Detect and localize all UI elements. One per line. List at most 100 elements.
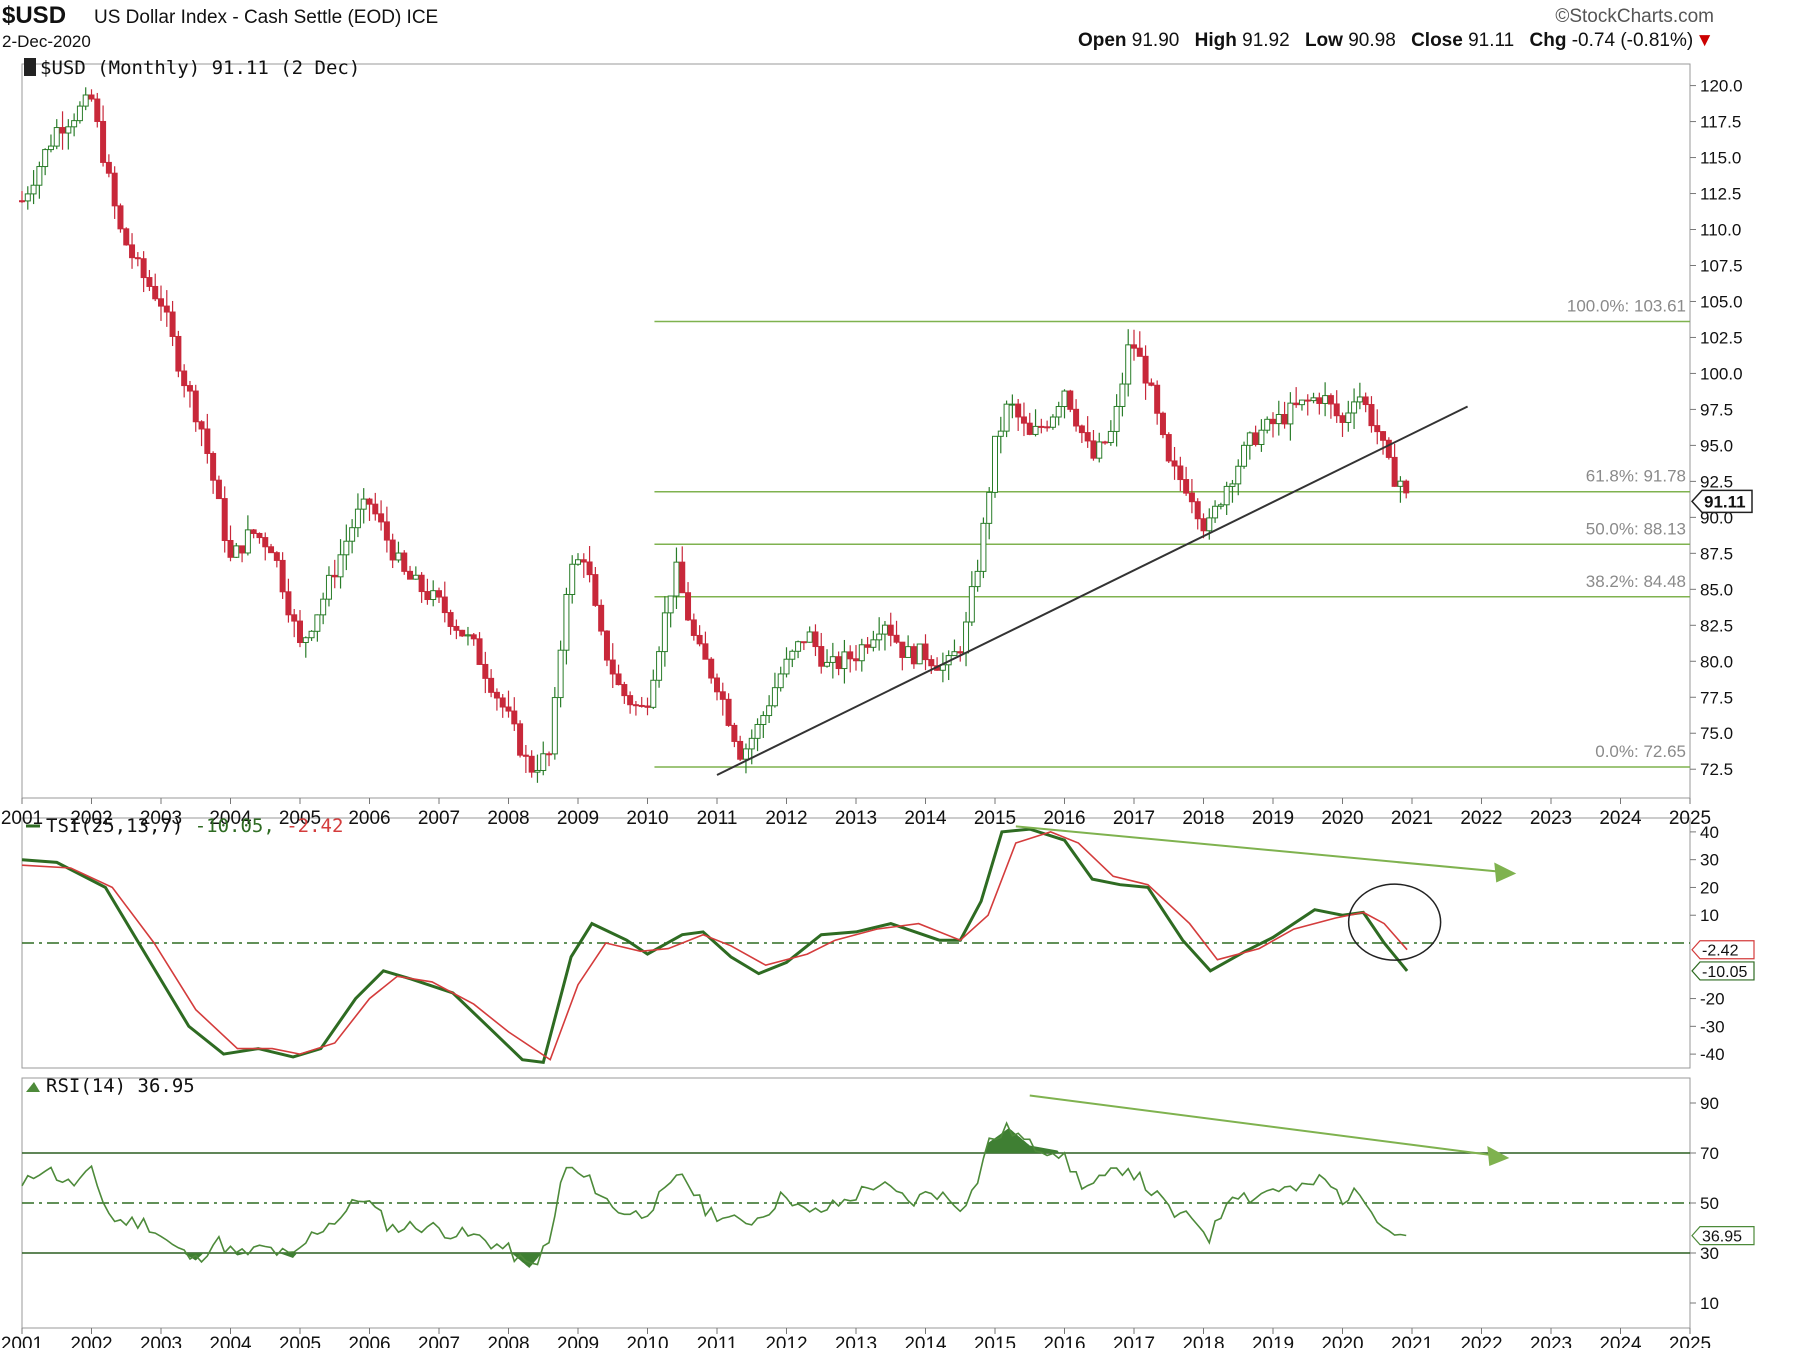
candle-body xyxy=(783,658,790,675)
candle-body xyxy=(221,498,228,542)
candle-body xyxy=(372,503,379,515)
candle-body xyxy=(418,574,425,593)
candle-body xyxy=(951,651,958,657)
candle-body xyxy=(366,498,373,505)
open-value: 91.90 xyxy=(1131,30,1180,51)
candle-body xyxy=(569,563,576,595)
brand-logo[interactable]: ©StockCharts.com xyxy=(1555,6,1714,27)
candle-body xyxy=(835,656,842,670)
tsi-highlight-circle xyxy=(1347,883,1442,961)
candle-body xyxy=(94,98,101,122)
rsi-legend-icon xyxy=(26,1082,40,1092)
candle-body xyxy=(482,663,489,679)
candle-body xyxy=(1339,415,1346,423)
fib-level-label: 100.0%: 103.61 xyxy=(1567,296,1686,315)
tsi-tick-label: 30 xyxy=(1700,851,1719,870)
price-tick-label: 77.5 xyxy=(1700,688,1733,707)
price-tick-label: 115.0 xyxy=(1700,149,1741,168)
candle-body xyxy=(30,184,37,195)
candle-body xyxy=(302,637,309,644)
candle-body xyxy=(771,687,778,707)
year-tick-label: 2007 xyxy=(418,808,460,829)
tsi-arrowhead-icon xyxy=(1494,862,1517,883)
candle-body xyxy=(24,193,31,202)
year-tick-label-bottom: 2019 xyxy=(1252,1334,1294,1348)
candle-body xyxy=(754,723,761,739)
candle-body xyxy=(1206,517,1213,532)
price-tick-label: 95.0 xyxy=(1700,436,1733,455)
candle-body xyxy=(476,638,483,665)
candle-body xyxy=(1356,396,1363,403)
year-tick-label-bottom: 2021 xyxy=(1391,1334,1433,1348)
candle-body xyxy=(627,695,634,706)
candle-body xyxy=(1136,347,1143,357)
candle-body xyxy=(1397,480,1404,487)
year-tick-label: 2018 xyxy=(1182,808,1224,829)
candle-body xyxy=(279,559,286,593)
low-label: Low xyxy=(1304,30,1343,51)
candle-body xyxy=(123,228,130,246)
candle-body xyxy=(65,126,72,134)
year-tick-label: 2013 xyxy=(835,808,877,829)
candle-body xyxy=(459,629,466,637)
candle-body xyxy=(968,586,975,623)
candle-body xyxy=(325,574,332,600)
candle-body xyxy=(563,593,570,651)
year-tick-label: 2019 xyxy=(1252,808,1294,829)
candle-body xyxy=(957,651,964,654)
candle-body xyxy=(447,612,454,627)
candle-body xyxy=(505,706,512,712)
candle-body xyxy=(1270,418,1276,425)
candle-body xyxy=(1061,390,1068,408)
year-tick-label: 2022 xyxy=(1460,808,1502,829)
candle-body xyxy=(210,452,217,481)
rsi-tick-label: 50 xyxy=(1700,1194,1719,1213)
candle-body xyxy=(1212,505,1219,519)
year-tick-label-bottom: 2024 xyxy=(1599,1334,1642,1348)
candle-body xyxy=(378,513,385,523)
candle-body xyxy=(766,705,773,717)
candle-body xyxy=(893,634,900,643)
candle-body xyxy=(1385,439,1392,458)
tsi-tick-label: 40 xyxy=(1700,823,1719,842)
candle-body xyxy=(488,677,495,693)
candle-body xyxy=(354,508,361,529)
candle-body xyxy=(1159,412,1166,436)
price-tick-label: 107.5 xyxy=(1700,256,1743,275)
year-tick-label: 2001 xyxy=(1,808,43,829)
candle-body xyxy=(1084,432,1091,442)
candle-body xyxy=(493,691,500,699)
candle-body xyxy=(117,205,124,230)
candle-body xyxy=(777,673,784,689)
candle-body xyxy=(100,120,107,163)
candle-body xyxy=(215,479,222,500)
tsi-signal-tag-value: -2.42 xyxy=(1702,943,1739,960)
year-tick-label-bottom: 2020 xyxy=(1321,1334,1363,1348)
exchange-label: ICE xyxy=(406,7,439,28)
fib-level-label: 50.0%: 88.13 xyxy=(1586,519,1686,538)
candle-body xyxy=(853,658,859,662)
candle-body xyxy=(708,658,715,679)
candle-body xyxy=(661,612,668,653)
instrument-name: US Dollar Index - Cash Settle (EOD) ICE xyxy=(94,7,438,29)
candle-body xyxy=(1304,399,1311,402)
candle-body xyxy=(273,552,280,561)
year-tick-label-bottom: 2016 xyxy=(1043,1334,1085,1348)
candle-body xyxy=(1055,406,1062,418)
tsi-tick-label: -30 xyxy=(1700,1017,1725,1036)
year-tick-label: 2021 xyxy=(1391,808,1433,829)
candle-body xyxy=(1229,483,1236,487)
year-tick-label-bottom: 2008 xyxy=(487,1334,529,1348)
candle-body xyxy=(129,244,136,259)
year-tick-label: 2014 xyxy=(904,808,947,829)
candle-body xyxy=(105,161,112,174)
candle-body xyxy=(250,529,257,534)
year-tick-label: 2009 xyxy=(557,808,599,829)
candle-body xyxy=(899,641,906,658)
candle-body xyxy=(1252,432,1259,445)
high-label: High xyxy=(1194,30,1237,51)
candle-body xyxy=(714,677,720,693)
year-tick-label-bottom: 2015 xyxy=(974,1334,1016,1348)
candle-body xyxy=(992,435,998,493)
